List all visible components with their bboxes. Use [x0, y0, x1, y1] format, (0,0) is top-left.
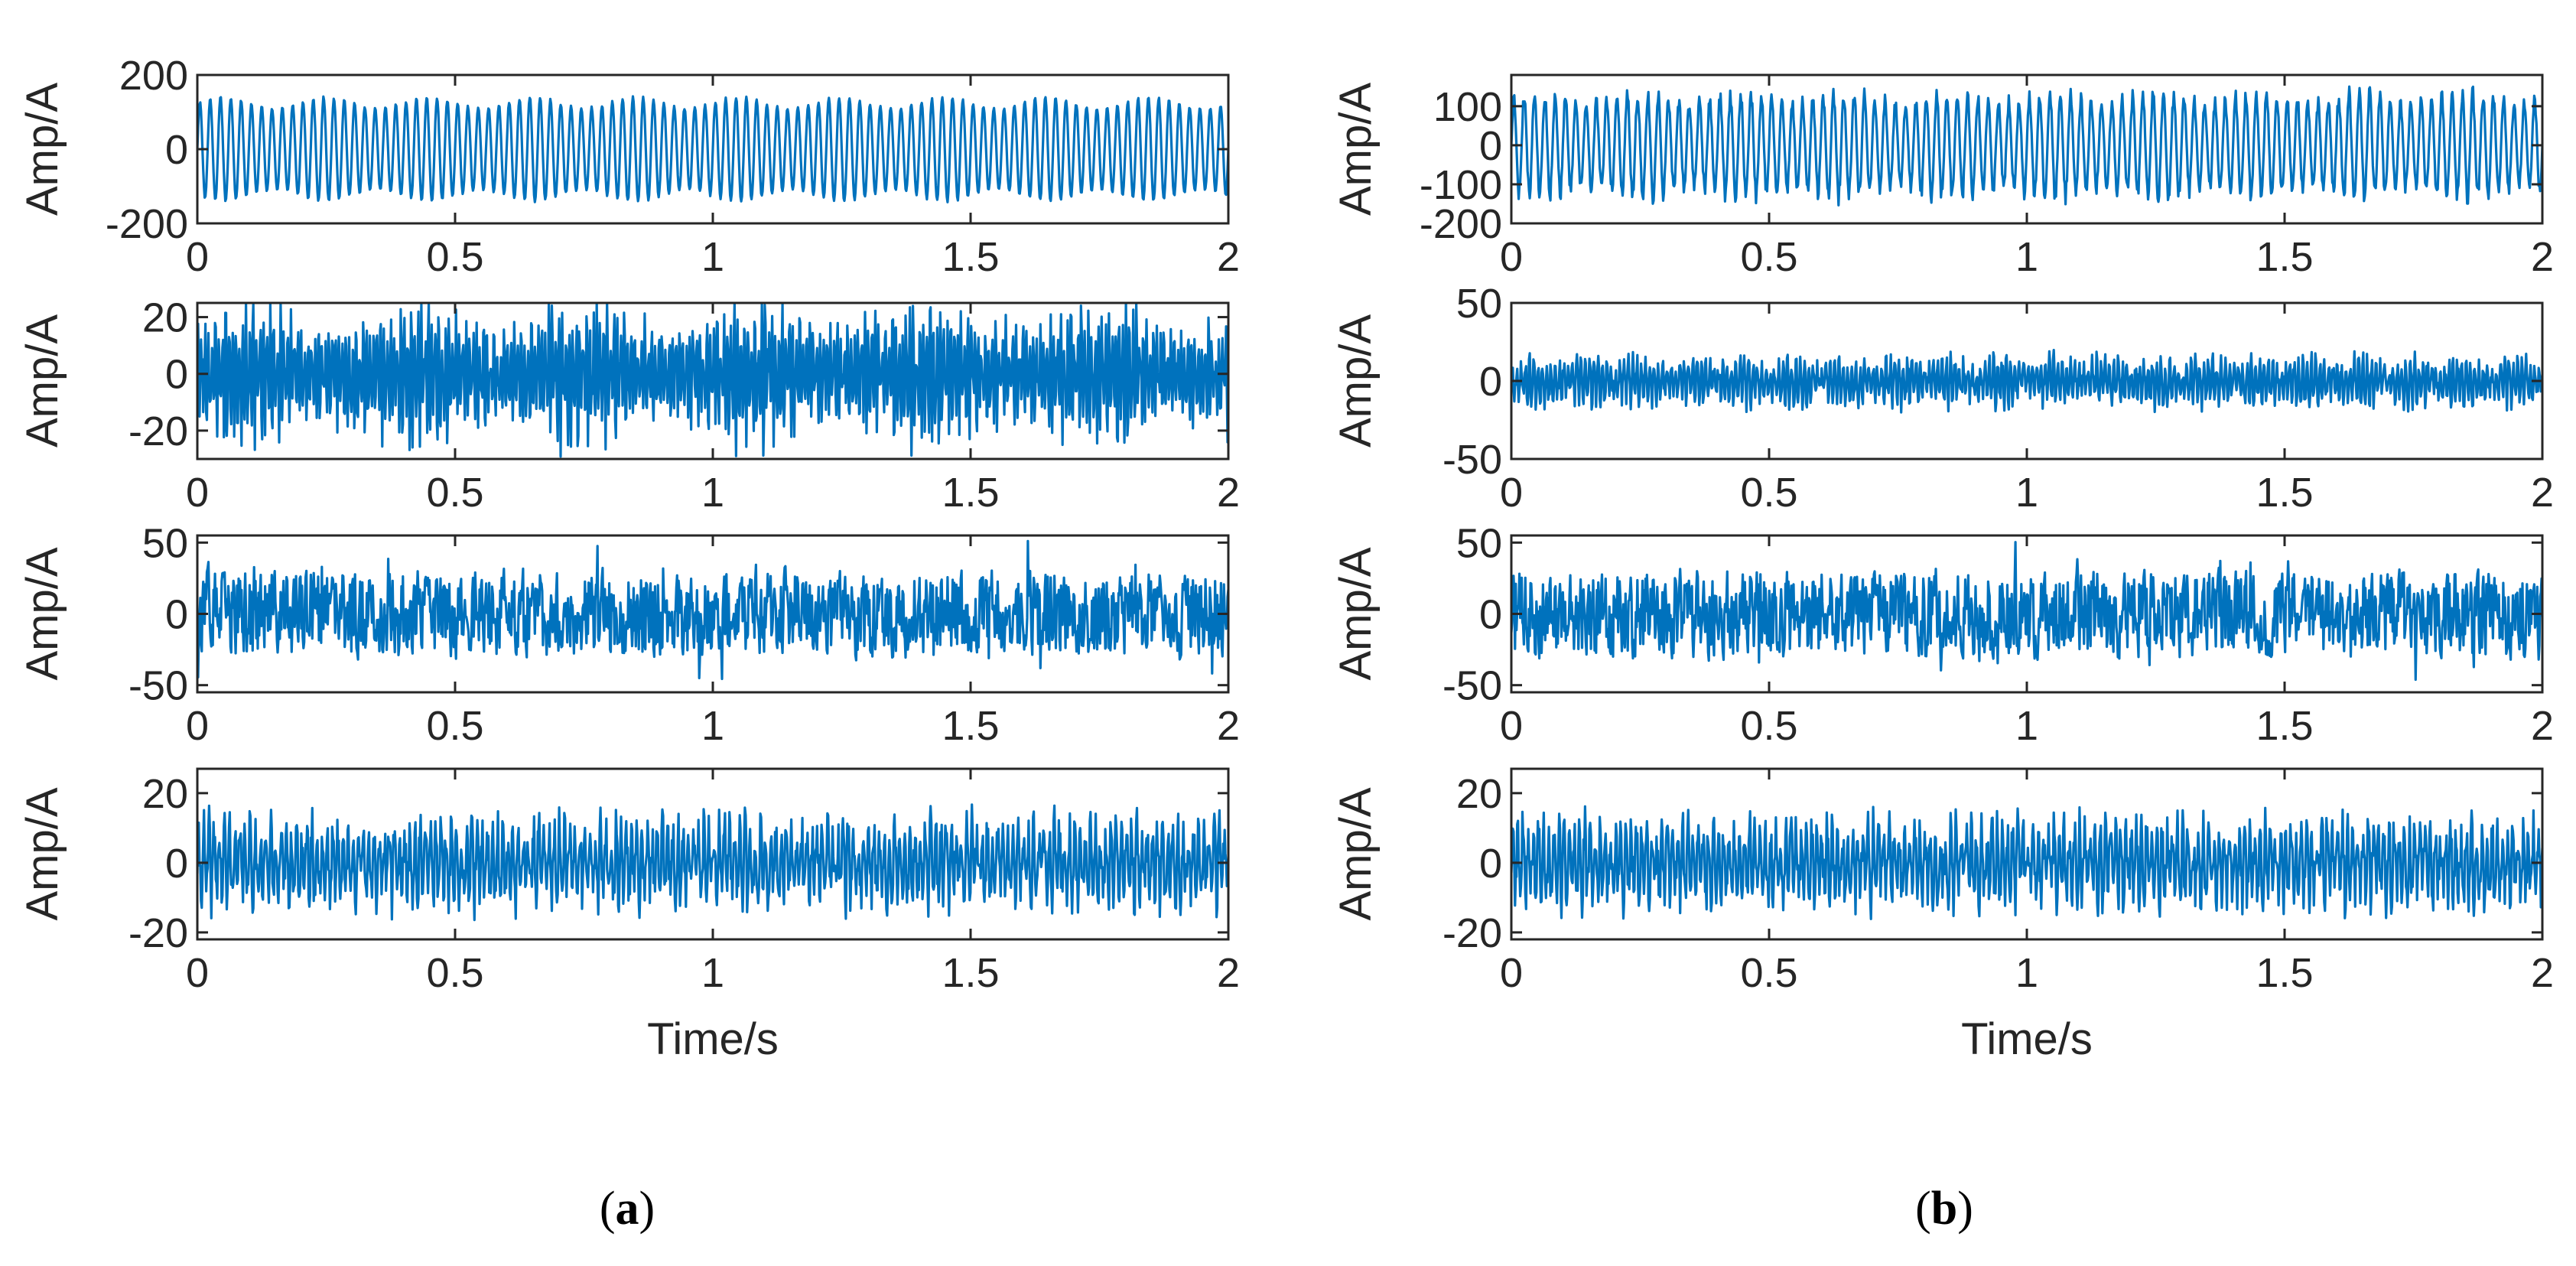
y-tick-label: -20: [1442, 910, 1502, 956]
y-axis-label: Amp/A: [18, 787, 67, 920]
x-tick-label: 2: [2531, 703, 2554, 749]
x-tick-label: 2: [2531, 234, 2554, 280]
x-tick-label: 0.5: [1740, 703, 1797, 749]
x-tick-label: 1: [2015, 234, 2038, 280]
x-tick-label: 2: [1217, 950, 1240, 996]
x-tick-label: 2: [2531, 470, 2554, 516]
x-tick-label: 2: [1217, 234, 1240, 280]
y-tick-label: 0: [165, 127, 188, 173]
x-tick-label: 1.5: [942, 234, 999, 280]
y-tick-label: 0: [1479, 592, 1502, 638]
x-tick-label: 2: [2531, 950, 2554, 996]
signal-line: [1511, 805, 2542, 920]
x-tick-label: 0.5: [426, 950, 483, 996]
y-axis-label: Amp/A: [1331, 314, 1381, 447]
y-axis-label: Amp/A: [18, 83, 67, 216]
y-tick-label: -50: [128, 663, 188, 709]
x-tick-label: 1.5: [942, 470, 999, 516]
y-tick-label: 0: [165, 352, 188, 398]
x-tick-label: 1: [2015, 950, 2038, 996]
signal-line: [197, 95, 1228, 203]
x-tick-label: 1: [2015, 703, 2038, 749]
x-tick-label: 1: [701, 950, 724, 996]
x-tick-label: 0: [186, 234, 209, 280]
y-tick-label: -200: [1420, 201, 1502, 247]
y-tick-label: -200: [106, 201, 188, 247]
signal-line: [1511, 349, 2542, 414]
y-tick-label: 0: [165, 841, 188, 887]
signal-line: [197, 303, 1228, 458]
panel-label-a: (a): [600, 1183, 655, 1235]
y-axis-label: Amp/A: [18, 547, 67, 680]
y-axis-label: Amp/A: [1331, 547, 1381, 680]
signal-line: [1511, 85, 2542, 207]
y-tick-label: 50: [1456, 520, 1502, 566]
x-tick-label: 1.5: [2256, 470, 2313, 516]
y-tick-label: 200: [119, 53, 188, 99]
x-tick-label: 2: [1217, 703, 1240, 749]
y-tick-label: -20: [128, 408, 188, 454]
x-tick-label: 0: [186, 703, 209, 749]
x-tick-label: 0.5: [426, 703, 483, 749]
y-tick-label: -50: [1442, 663, 1502, 709]
x-tick-label: 0.5: [426, 470, 483, 516]
x-tick-label: 1.5: [942, 950, 999, 996]
y-tick-label: 0: [1479, 359, 1502, 405]
x-tick-label: 1: [2015, 470, 2038, 516]
y-tick-label: 50: [1456, 281, 1502, 327]
y-axis-label: Amp/A: [18, 314, 67, 447]
y-tick-label: 0: [165, 592, 188, 638]
x-tick-label: 0.5: [426, 234, 483, 280]
x-tick-label: 0.5: [1740, 950, 1797, 996]
y-tick-label: 20: [1456, 771, 1502, 817]
x-tick-label: 1.5: [942, 703, 999, 749]
x-axis-label: Time/s: [647, 1014, 779, 1064]
subplot-a-2: 0 0.5 1 1.5 2 -20 0 20 Amp/A: [18, 295, 1240, 516]
x-tick-label: 0.5: [1740, 470, 1797, 516]
x-axis-label: Time/s: [1961, 1014, 2093, 1064]
y-tick-label: 0: [1479, 841, 1502, 887]
x-tick-label: 0: [186, 470, 209, 516]
y-tick-label: -100: [1420, 162, 1502, 208]
signal-line: [1511, 541, 2542, 682]
y-axis-label: Amp/A: [1331, 787, 1381, 920]
x-tick-label: 1.5: [2256, 703, 2313, 749]
y-tick-label: -20: [128, 910, 188, 956]
signal-line: [197, 803, 1228, 922]
x-tick-label: 1: [701, 470, 724, 516]
x-tick-label: 0: [1500, 703, 1523, 749]
y-tick-label: -50: [1442, 437, 1502, 483]
x-tick-label: 1.5: [2256, 950, 2313, 996]
x-tick-label: 0: [1500, 470, 1523, 516]
x-tick-label: 0: [1500, 234, 1523, 280]
signal-line: [197, 539, 1228, 681]
y-tick-label: 50: [142, 520, 188, 566]
y-tick-label: 20: [142, 771, 188, 817]
y-tick-label: 0: [1479, 123, 1502, 169]
x-tick-label: 0: [186, 950, 209, 996]
y-axis-label: Amp/A: [1331, 83, 1381, 216]
x-tick-label: 1.5: [2256, 234, 2313, 280]
x-tick-label: 0.5: [1740, 234, 1797, 280]
x-tick-label: 1: [701, 703, 724, 749]
panel-label-b: (b): [1915, 1183, 1973, 1235]
y-tick-label: 100: [1433, 84, 1502, 130]
x-tick-label: 1: [701, 234, 724, 280]
x-tick-label: 2: [1217, 470, 1240, 516]
y-tick-label: 20: [142, 295, 188, 341]
x-tick-label: 0: [1500, 950, 1523, 996]
